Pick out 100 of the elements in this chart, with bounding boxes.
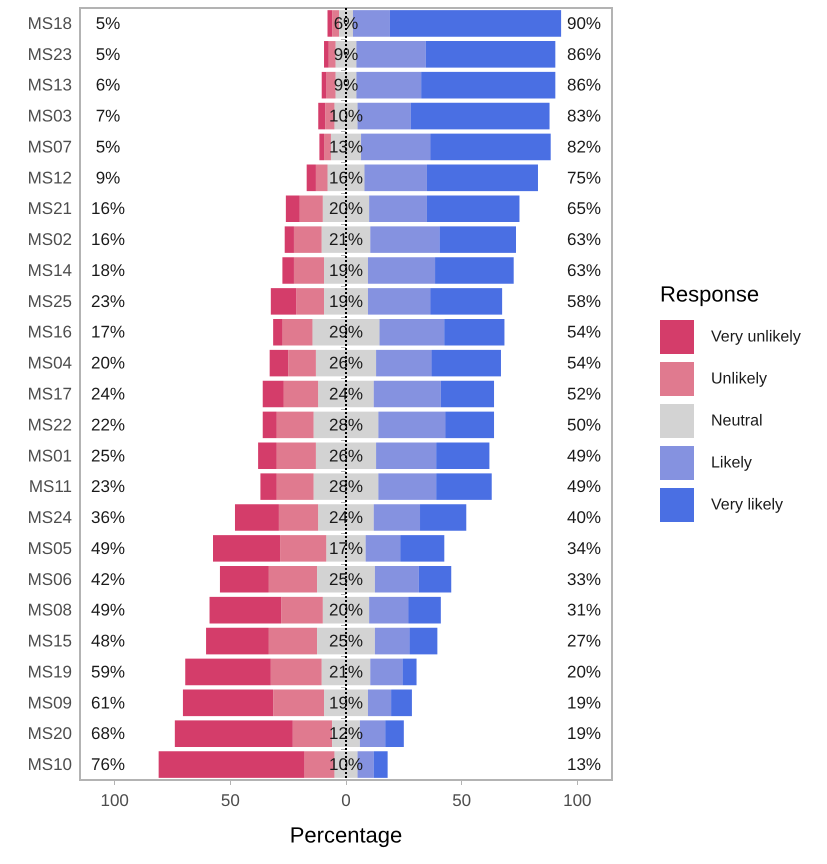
y-tick-label: MS06 (28, 570, 72, 589)
annotation: 7% (96, 106, 120, 126)
bar (426, 195, 520, 222)
annotation: 23% (90, 477, 126, 496)
data-label: 21% (328, 230, 364, 250)
legend-title: Response (660, 282, 760, 306)
annotation: 36% (90, 508, 126, 528)
data-label: 9% (334, 76, 358, 95)
annotation: 42% (90, 570, 126, 589)
annotation: 22% (90, 415, 126, 434)
bar (408, 596, 441, 624)
annotation: 19% (566, 693, 602, 712)
bar (316, 164, 328, 192)
bar (282, 318, 312, 346)
legend-label: Very likely (711, 496, 784, 514)
bar (273, 318, 282, 346)
bar (220, 566, 269, 593)
y-tick-label: MS19 (28, 662, 72, 682)
annotation: 6% (96, 76, 120, 95)
y-tick-label: MS23 (28, 44, 72, 64)
annotation: 63% (566, 260, 602, 280)
annotation: 63% (566, 230, 602, 250)
annotation: 59% (90, 662, 126, 682)
annotation: 86% (566, 44, 602, 64)
annotation: 75% (566, 168, 602, 188)
data-label: 26% (328, 354, 364, 373)
bar (374, 380, 441, 408)
y-tick-label: MS02 (28, 230, 72, 250)
annotation: 50% (566, 415, 602, 434)
annotation: 76% (90, 755, 126, 774)
bar (174, 720, 293, 747)
data-label: 21% (328, 662, 364, 682)
bar (258, 442, 277, 470)
annotation: 16% (90, 230, 126, 250)
y-tick-label: MS01 (28, 446, 72, 466)
bar (369, 596, 408, 624)
bar (210, 596, 282, 624)
y-tick-label: MS17 (28, 384, 72, 404)
data-label: 12% (328, 724, 364, 744)
annotation: 23% (90, 292, 126, 311)
bar (300, 195, 323, 222)
bar (324, 134, 331, 160)
bar (276, 473, 314, 500)
y-tick-label: MS11 (28, 477, 72, 496)
bar (268, 566, 318, 593)
x-tick-label: 100 (563, 791, 592, 810)
bar (420, 504, 466, 531)
y-tick-label: MS14 (28, 260, 72, 280)
bar (376, 350, 432, 376)
bar (385, 720, 404, 747)
y-tick-label: MS21 (28, 199, 72, 218)
bar (369, 195, 427, 222)
bar (376, 442, 436, 470)
bar (418, 566, 452, 593)
bar (262, 412, 277, 438)
y-tick-label: MS04 (28, 354, 72, 373)
bar (356, 72, 422, 98)
bar (282, 257, 294, 284)
x-axis-title: Percentage (290, 822, 402, 848)
bar (206, 628, 269, 654)
y-tick-label: MS09 (28, 693, 72, 712)
annotation: 86% (566, 76, 602, 95)
data-label: 28% (328, 477, 364, 496)
x-tick-label: 50 (220, 791, 240, 810)
bar (378, 412, 446, 438)
bar (158, 751, 304, 778)
bar (421, 72, 556, 98)
bar (213, 535, 280, 562)
data-label: 25% (328, 570, 364, 589)
bar (273, 690, 324, 716)
bar (432, 350, 501, 376)
y-tick-label: MS25 (28, 292, 72, 311)
annotation: 49% (566, 446, 602, 466)
bar (426, 164, 538, 192)
bar (370, 658, 403, 686)
data-label: 9% (334, 44, 358, 64)
annotation: 33% (566, 570, 602, 589)
legend-label: Likely (711, 454, 752, 472)
annotation: 19% (566, 724, 602, 744)
bar (368, 690, 392, 716)
annotation: 13% (566, 755, 602, 774)
bar (380, 318, 444, 346)
annotation: 61% (90, 693, 126, 712)
bar (440, 226, 516, 253)
y-tick-label: MS22 (28, 415, 72, 434)
y-tick-label: MS12 (28, 168, 72, 188)
y-tick-label: MS07 (28, 137, 72, 156)
bar (319, 134, 324, 160)
bar (296, 288, 324, 315)
data-label: 17% (328, 538, 364, 558)
bar (288, 350, 316, 376)
y-tick-label: MS18 (28, 14, 72, 33)
annotation: 25% (90, 446, 126, 466)
annotation: 24% (90, 384, 126, 404)
bar (284, 226, 294, 253)
bar (436, 442, 490, 470)
bar (361, 134, 430, 160)
bar (327, 10, 332, 37)
bar (364, 164, 427, 192)
bar (370, 226, 440, 253)
